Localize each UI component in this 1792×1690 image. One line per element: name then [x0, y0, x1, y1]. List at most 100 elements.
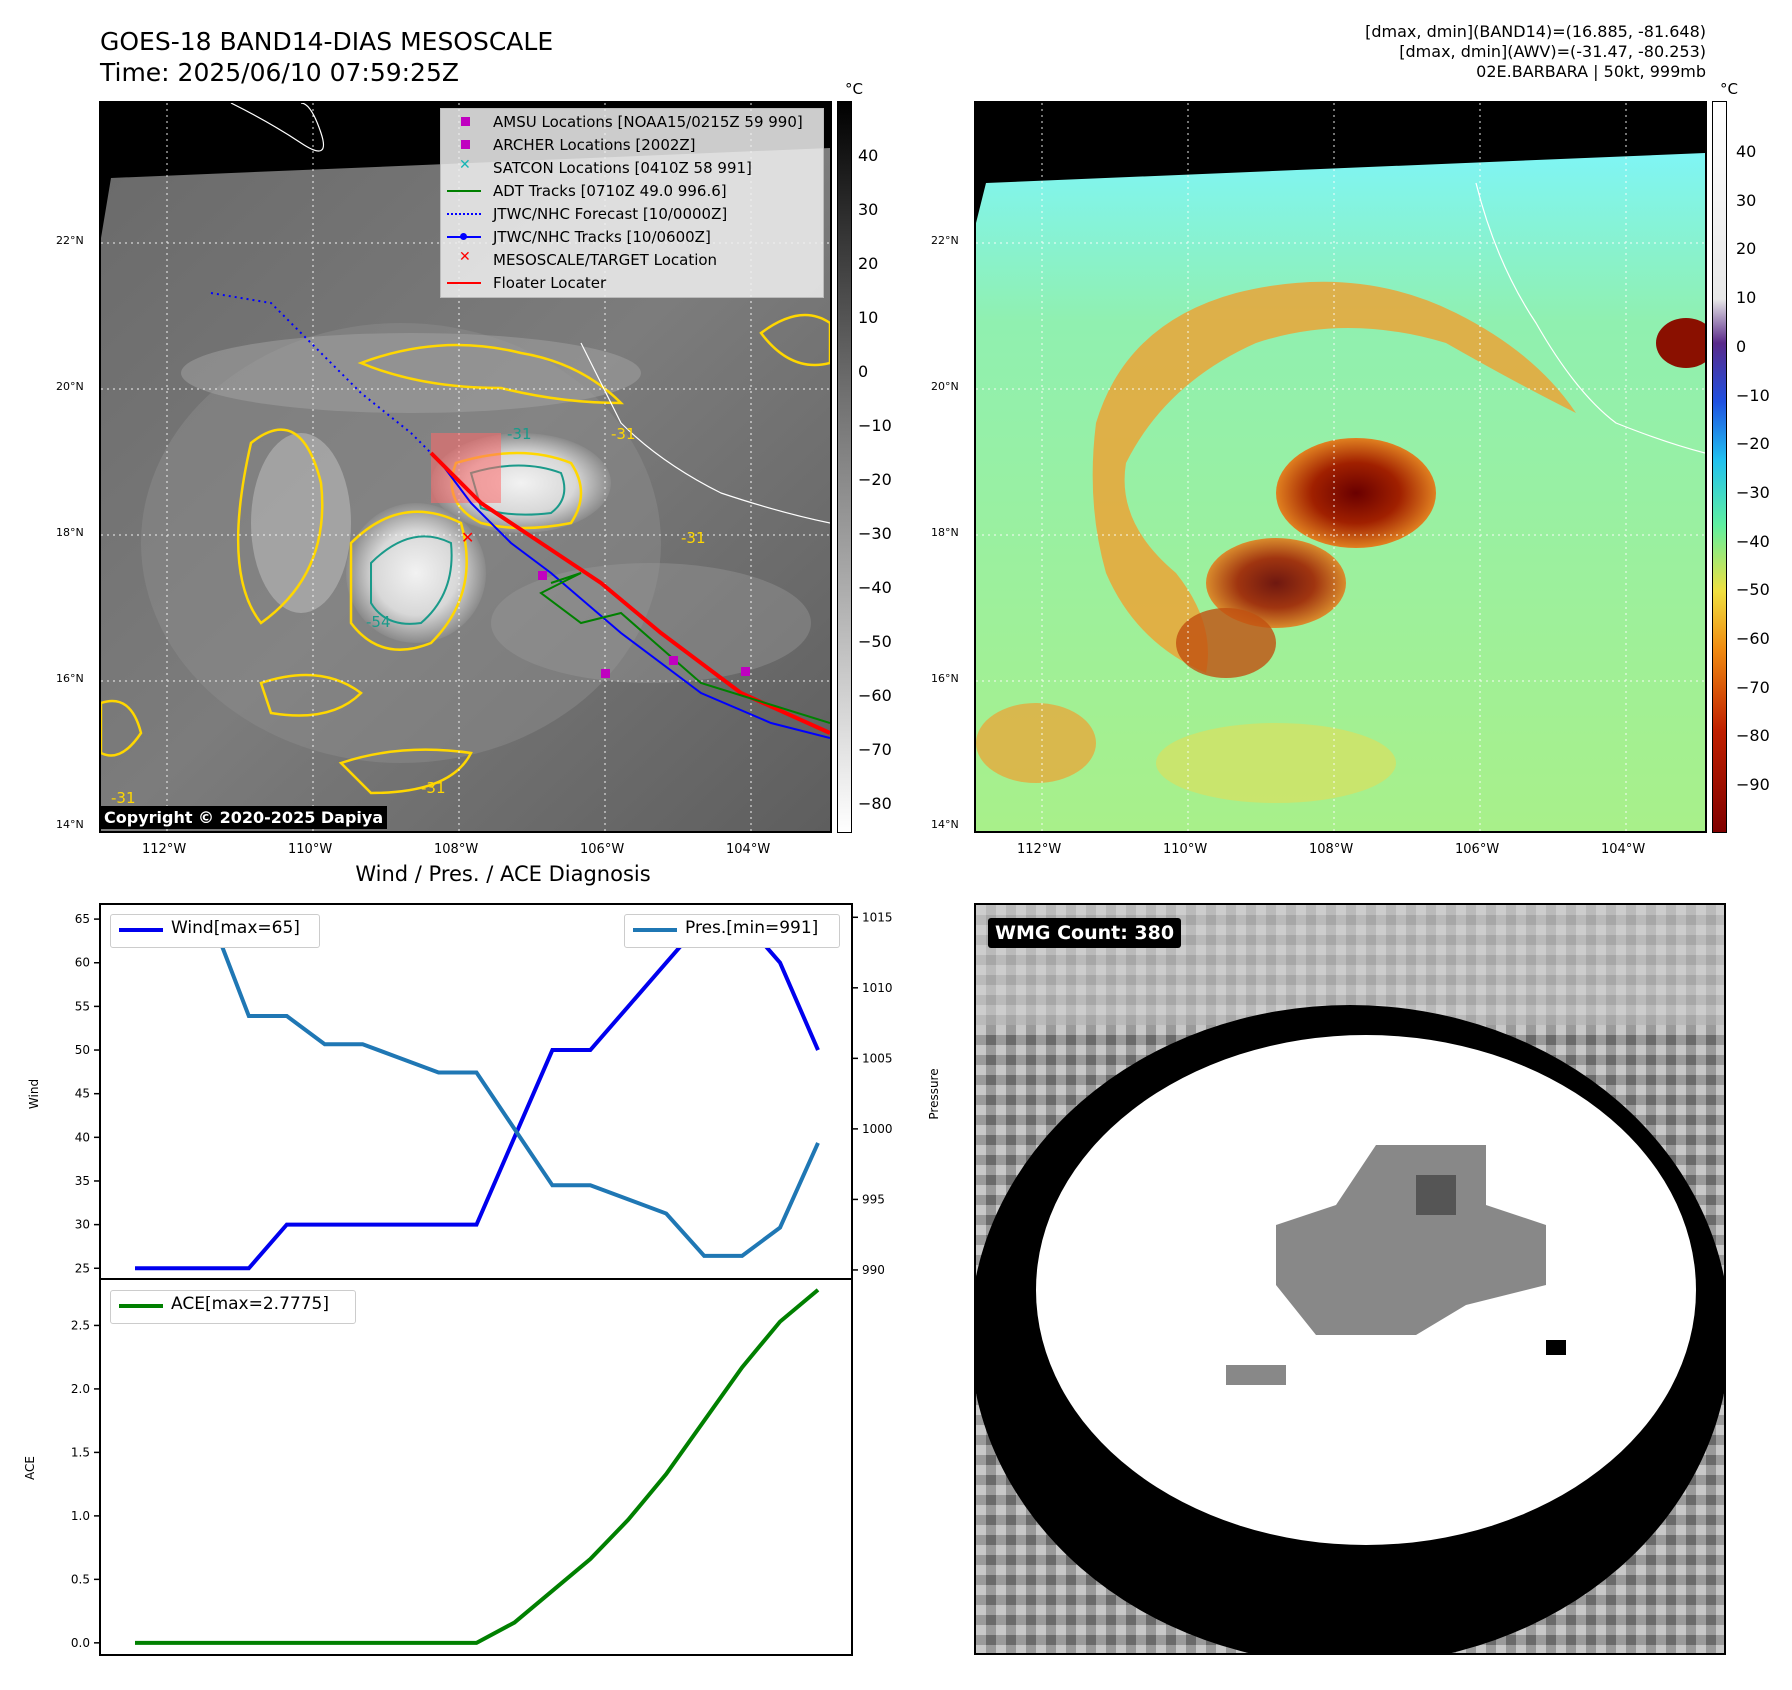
info-line-3: 02E.BARBARA | 50kt, 999mb [1476, 62, 1706, 81]
wind-tick: 60 [75, 956, 90, 970]
ir-cbar-unit: °C [845, 80, 863, 98]
ace-legend-swatch [119, 1304, 163, 1308]
ace-tick: 2.0 [71, 1382, 90, 1396]
pressure-legend-swatch [633, 928, 677, 932]
legend-item: ✕ MESOSCALE/TARGET Location [459, 249, 718, 269]
lon-label: 112°W [142, 842, 187, 857]
ir-colorbar [837, 101, 852, 833]
lon-label: 106°W [1455, 842, 1500, 857]
title-line-1: GOES-18 BAND14-DIAS MESOSCALE [100, 27, 554, 56]
lat-label: 18°N [56, 526, 84, 539]
line-marker-icon [447, 190, 481, 192]
ace-tick: 1.5 [71, 1445, 90, 1459]
wind-legend: Wind[max=65] [110, 914, 320, 948]
diagnosis-chart: 65 60 55 50 45 40 35 30 25 1015 1010 1005 1000 995 99… [23, 903, 941, 1656]
awv-cbar-tick: −90 [1736, 775, 1770, 795]
copyright-label: Copyright © 2020-2025 Dapiya [100, 806, 388, 829]
wmg-image [976, 905, 1724, 1653]
lat-label: 14°N [56, 818, 84, 831]
pressure-series-line [135, 915, 820, 1258]
ir-cbar-tick: −60 [858, 686, 892, 705]
intensity-info: [dmax, dmin](BAND14)=(16.885, -81.648) [… [1365, 22, 1706, 82]
amsu-marker [538, 571, 547, 580]
ir-cbar-tick: −30 [858, 524, 892, 543]
square-marker-icon [461, 117, 470, 126]
awv-cbar-tick: 30 [1736, 190, 1757, 210]
ir-cbar-tick: −80 [858, 794, 892, 813]
ace-axes [99, 1278, 853, 1656]
awv-cbar-tick: −20 [1736, 434, 1770, 454]
ir-cbar-tick: −70 [858, 740, 892, 759]
pressure-tick: 990 [862, 1263, 885, 1277]
pressure-axis-label: Pressure [927, 1068, 941, 1119]
lon-label: 108°W [1309, 842, 1354, 857]
legend-item: ADT Tracks [0710Z 49.0 996.6] [441, 180, 823, 202]
legend-item: JTWC/NHC Tracks [10/0600Z] [441, 226, 823, 248]
figure-title: GOES-18 BAND14-DIAS MESOSCALE Time: 2025… [100, 26, 553, 88]
info-line-1: [dmax, dmin](BAND14)=(16.885, -81.648) [1365, 22, 1706, 41]
ace-legend: ACE[max=2.7775] [110, 1290, 356, 1324]
awv-cbar-tick: 0 [1736, 336, 1747, 356]
lat-label: 18°N [931, 526, 959, 539]
ir-cbar-tick: −40 [858, 578, 892, 597]
awv-cbar-unit: °C [1720, 80, 1738, 98]
ace-axis-label: ACE [23, 1456, 37, 1480]
ir-satellite-panel: ✕ -31 -31 -54 -31 -31 -31 [99, 101, 832, 833]
wind-legend-swatch [119, 928, 163, 932]
floater-track [429, 451, 830, 735]
line-marker-icon [447, 282, 481, 284]
contour-label: -54 [366, 613, 391, 631]
awv-cbar-tick: −70 [1736, 677, 1770, 697]
ir-cbar-tick: 30 [858, 200, 879, 219]
adt-track [539, 572, 830, 724]
awv-cbar-tick: 10 [1736, 288, 1757, 308]
lon-label: 112°W [1017, 842, 1062, 857]
lat-label: 22°N [56, 234, 84, 247]
floater-box [431, 433, 501, 503]
awv-colorbar [1712, 101, 1727, 833]
lon-label: 106°W [580, 842, 625, 857]
awv-cbar-tick: −80 [1736, 726, 1770, 746]
awv-image [976, 103, 1705, 831]
target-marker: ✕ [461, 528, 474, 547]
pressure-tick: 1010 [862, 981, 893, 995]
lon-label: 108°W [434, 842, 479, 857]
ir-cbar-tick: 10 [858, 308, 879, 327]
ace-tick: 0.0 [71, 1636, 90, 1650]
pressure-legend: Pres.[min=991] [624, 914, 840, 948]
ace-tick: 0.5 [71, 1572, 90, 1586]
pressure-tick: 1015 [862, 910, 893, 924]
ace-series-line [135, 1288, 820, 1645]
lat-label: 14°N [931, 818, 959, 831]
title-line-2: Time: 2025/06/10 07:59:25Z [100, 58, 459, 87]
best-track [440, 462, 830, 739]
wmg-count-label: WMG Count: 380 [988, 918, 1182, 948]
wind-tick: 35 [75, 1174, 90, 1188]
pressure-tick: 1005 [862, 1051, 893, 1065]
pressure-tick: 995 [862, 1192, 885, 1206]
diagnosis-title: Wind / Pres. / ACE Diagnosis [355, 862, 651, 886]
awv-cbar-tick: 20 [1736, 239, 1757, 259]
archer-marker [741, 667, 750, 676]
awv-panel [974, 101, 1707, 833]
lat-label: 22°N [931, 234, 959, 247]
lat-label: 20°N [56, 380, 84, 393]
contour-label: -31 [507, 425, 532, 443]
legend-item: ✕ SATCON Locations [0410Z 58 991] [459, 157, 752, 177]
lat-label: 16°N [56, 672, 84, 685]
ir-cbar-tick: 20 [858, 254, 879, 273]
awv-cbar-tick: −40 [1736, 531, 1770, 551]
lon-label: 104°W [726, 842, 771, 857]
square-marker-icon [461, 140, 470, 149]
wind-tick: 30 [75, 1218, 90, 1232]
ir-cbar-tick: 0 [858, 362, 869, 381]
contour-label: -31 [111, 789, 136, 807]
wind-tick: 65 [75, 912, 90, 926]
wind-tick: 50 [75, 1043, 90, 1057]
dot-marker-icon [460, 233, 467, 240]
wind-tick: 45 [75, 1087, 90, 1101]
legend-item: Floater Locater [441, 272, 823, 294]
wind-axes [99, 903, 853, 1280]
contour-label: -31 [611, 425, 636, 443]
archer-marker [669, 656, 678, 665]
